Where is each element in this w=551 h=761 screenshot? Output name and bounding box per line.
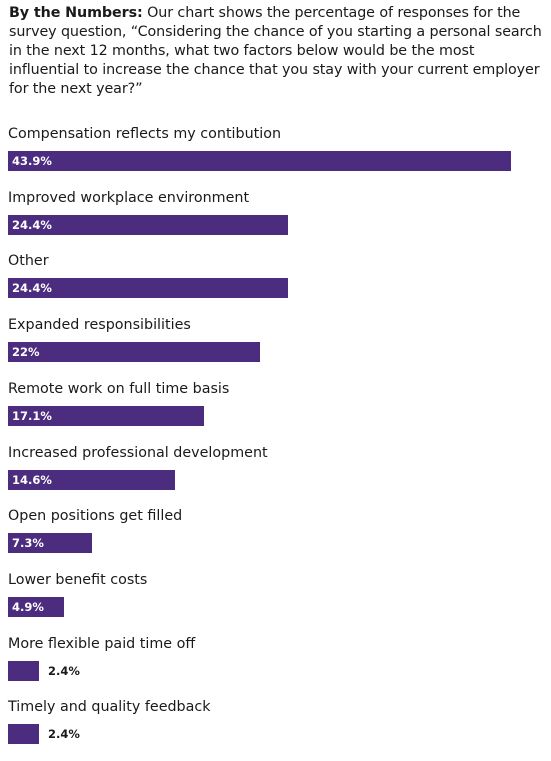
bar-row: Lower benefit costs 4.9% bbox=[0, 570, 551, 634]
bar bbox=[8, 724, 39, 745]
bar-value-label: 14.6% bbox=[12, 472, 52, 487]
bar-row: More flexible paid time off 2.4% bbox=[0, 634, 551, 698]
bar-value-label: 24.4% bbox=[12, 281, 52, 296]
bar-category-label: Expanded responsibilities bbox=[8, 317, 191, 334]
bar-category-label: Compensation reflects my contibution bbox=[8, 126, 282, 142]
intro-text: Our chart shows the percentage of respon… bbox=[9, 5, 542, 97]
bar-row: Remote work on full time basis 17.1% bbox=[0, 379, 551, 443]
bar-value-label: 4.9% bbox=[12, 599, 44, 614]
bar-row: Compensation reflects my contibution 43.9… bbox=[0, 124, 551, 188]
bar bbox=[8, 278, 288, 299]
bar bbox=[8, 151, 511, 171]
bar bbox=[8, 469, 176, 490]
bar-value-label: 2.4% bbox=[48, 727, 80, 742]
bar bbox=[8, 214, 288, 235]
bar bbox=[8, 405, 204, 426]
bar-category-label: Timely and quality feedback bbox=[8, 699, 211, 716]
bar-value-label: 24.4% bbox=[12, 217, 52, 232]
chart-intro: By the Numbers: Our chart shows the perc… bbox=[9, 4, 545, 99]
bar-category-label: Open positions get filled bbox=[8, 508, 183, 525]
bar bbox=[8, 342, 261, 363]
bar-row: Expanded responsibilities 22% bbox=[0, 315, 551, 379]
bar-category-label: Increased professional development bbox=[8, 444, 268, 461]
bar-category-label: Remote work on full time basis bbox=[8, 380, 230, 397]
bar-category-label: Improved workplace environment bbox=[8, 189, 250, 206]
intro-lead: By the Numbers: bbox=[9, 5, 143, 21]
bar-value-label: 7.3% bbox=[12, 536, 44, 551]
bar-row: Timely and quality feedback 2.4% bbox=[0, 697, 551, 761]
bar-value-label: 17.1% bbox=[12, 408, 52, 423]
bar-value-label: 2.4% bbox=[48, 663, 80, 678]
bar-row: Other 24.4% bbox=[0, 251, 551, 315]
bar-category-label: Lower benefit costs bbox=[8, 571, 148, 588]
bar-row: Open positions get filled 7.3% bbox=[0, 506, 551, 570]
bar-value-label: 43.9% bbox=[12, 154, 52, 168]
bar bbox=[8, 533, 92, 554]
bar-value-label: 22% bbox=[12, 345, 40, 360]
bar-row: Improved workplace environment 24.4% bbox=[0, 188, 551, 252]
bar-category-label: Other bbox=[8, 253, 49, 270]
bar-category-label: More flexible paid time off bbox=[8, 635, 196, 652]
bar bbox=[8, 596, 65, 617]
bar-row: Increased professional development 14.6% bbox=[0, 443, 551, 507]
bar bbox=[8, 660, 39, 681]
